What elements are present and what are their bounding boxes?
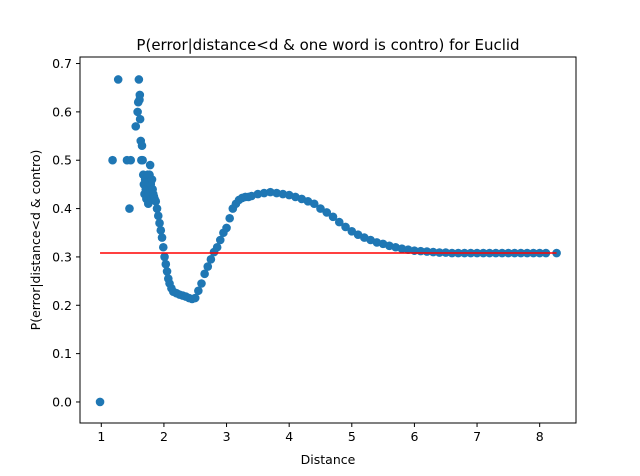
data-point	[137, 141, 147, 151]
data-point	[126, 155, 136, 165]
data-point	[113, 75, 123, 84]
data-point	[157, 233, 167, 242]
data-point	[155, 218, 164, 228]
data-point	[309, 199, 319, 209]
data-point	[135, 90, 145, 100]
plot-frame	[79, 56, 577, 424]
chart-title: P(error|distance<d & one word is contro)…	[136, 36, 519, 54]
data-point	[131, 122, 141, 131]
data-point	[200, 269, 209, 279]
y-tick-label: 0.1	[52, 346, 72, 361]
y-tick-label: 0.5	[52, 153, 72, 168]
data-point	[158, 242, 168, 252]
data-point	[133, 107, 142, 117]
x-axis-title: Distance	[301, 452, 356, 467]
x-tick-label: 4	[285, 429, 293, 444]
x-tick-label: 7	[473, 429, 481, 444]
data-point	[341, 222, 350, 232]
plot-marks	[95, 75, 561, 407]
data-point	[428, 247, 438, 257]
data-point	[334, 217, 344, 227]
x-tick-label: 8	[536, 429, 544, 444]
data-point	[322, 208, 332, 217]
data-point	[190, 293, 200, 303]
data-point	[206, 255, 216, 264]
data-point	[135, 114, 145, 124]
data-point	[108, 155, 117, 165]
data-point	[147, 175, 157, 184]
data-point	[215, 235, 225, 245]
data-point	[162, 267, 172, 276]
x-tick-label: 1	[97, 429, 105, 444]
y-axis-ticks: 0.0 0.1 0.2 0.3 0.4 0.5 0.6 0.7	[52, 56, 80, 409]
data-point	[134, 75, 144, 84]
x-tick-label: 6	[410, 429, 418, 444]
data-point	[316, 204, 325, 213]
x-axis-ticks: 1 2 3 4 5 6 7 8	[97, 423, 544, 444]
data-point	[161, 259, 171, 269]
data-point	[138, 155, 147, 165]
y-tick-label: 0.7	[52, 56, 72, 71]
x-tick-label: 2	[160, 429, 168, 444]
y-tick-label: 0.2	[52, 298, 72, 313]
x-tick-label: 3	[223, 429, 231, 444]
data-point	[95, 397, 105, 407]
y-tick-label: 0.3	[52, 249, 72, 264]
data-point	[156, 226, 166, 235]
y-tick-label: 0.0	[52, 394, 72, 409]
data-point	[212, 242, 222, 252]
data-point	[552, 248, 561, 258]
y-axis-title: P(error|distance<d & contro)	[28, 150, 43, 331]
data-point	[153, 211, 163, 221]
data-point	[125, 204, 134, 213]
data-point	[194, 286, 203, 296]
data-point	[145, 160, 155, 170]
data-point	[225, 213, 234, 223]
y-tick-label: 0.4	[52, 201, 72, 216]
data-point	[160, 252, 169, 262]
data-point	[151, 197, 161, 206]
data-point	[197, 279, 206, 288]
data-point	[152, 204, 162, 213]
x-tick-label: 5	[348, 429, 356, 444]
y-tick-label: 0.6	[52, 104, 72, 119]
data-point	[203, 262, 213, 271]
data-point	[328, 212, 338, 222]
data-point	[222, 223, 231, 233]
